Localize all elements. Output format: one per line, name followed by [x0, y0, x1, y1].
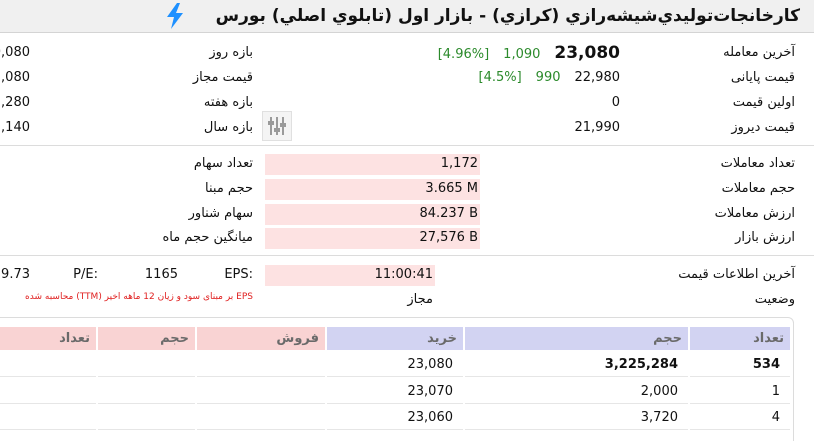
status-value: مجاز — [407, 292, 433, 307]
header-bar — [0, 0, 814, 33]
trade-label: حجم معاملات — [721, 181, 795, 196]
range-label: بازه روز — [209, 45, 253, 60]
header-cell — [98, 327, 195, 350]
range-value: 0,080 — [0, 45, 30, 60]
trade-label: تعداد معاملات — [720, 156, 795, 171]
eps-note: EPS بر مبنای سود و زیان 12 ماهه اخیر (TT… — [25, 292, 253, 302]
eps-value: 1165 — [144, 267, 178, 282]
share-label: سهام شناور — [188, 206, 253, 221]
price-label: اولین قیمت — [732, 95, 795, 110]
pe-label: P/E: — [73, 267, 98, 282]
price-value-group: [4.5%] 990 22,980 — [479, 69, 621, 87]
share-label: میانگین حجم ماه — [162, 230, 253, 245]
order-cell — [690, 405, 790, 430]
price-value-group: 21,990 — [575, 119, 621, 137]
order-header: حجم — [653, 331, 682, 346]
order-cell — [465, 405, 688, 430]
range-label: قیمت مجاز — [192, 70, 253, 85]
trade-value: 3.665 M — [425, 181, 478, 196]
order-cell — [98, 379, 195, 404]
header-cell — [327, 327, 463, 350]
order-cell — [465, 352, 688, 377]
separator — [0, 145, 814, 146]
order-value: 2,000 — [640, 384, 678, 399]
order-cell — [327, 352, 463, 377]
lightning-icon — [167, 3, 183, 29]
price-value: 23,080 — [554, 43, 620, 63]
status-value: 11:00:41 — [374, 267, 433, 282]
price-percent: [4.96%] — [437, 47, 490, 62]
order-value: 3,720 — [640, 410, 678, 425]
price-percent: [4.5%] — [478, 70, 522, 85]
header-cell — [197, 327, 325, 350]
status-label: وضعیت — [754, 292, 795, 307]
share-label: تعداد سهام — [193, 156, 253, 171]
value-cell — [265, 228, 480, 249]
price-value-group: 0 — [612, 94, 620, 112]
order-value: 3,225,284 — [604, 357, 678, 372]
order-cell — [197, 405, 325, 430]
value-cell — [265, 265, 435, 286]
order-header: خرید — [427, 331, 457, 346]
range-label: بازه سال — [203, 120, 253, 135]
status-label: آخرین اطلاعات قیمت — [678, 267, 795, 282]
order-cell — [197, 379, 325, 404]
order-header: حجم — [160, 331, 189, 346]
order-value: 23,080 — [407, 357, 454, 372]
range-label: بازه هفته — [203, 95, 253, 110]
order-cell — [690, 379, 790, 404]
header-cell — [690, 327, 790, 350]
order-cell — [0, 379, 96, 404]
order-cell — [0, 405, 96, 430]
order-cell — [327, 379, 463, 404]
page-title: كارخانجات‌توليدي‌شيشه‌رازي (كرازي) - باز… — [215, 6, 800, 26]
trade-label: ارزش بازار — [735, 230, 795, 245]
settings-icon[interactable] — [262, 111, 292, 141]
price-value-group: [4.96%] 1,090 23,080 — [438, 44, 620, 62]
price-value: 21,990 — [574, 120, 621, 135]
header-cell — [465, 327, 688, 350]
order-value: 4 — [771, 410, 780, 425]
order-book-frame — [0, 317, 794, 441]
price-label: آخرین معامله — [723, 45, 795, 60]
order-cell — [98, 405, 195, 430]
range-value: ,080 — [1, 70, 30, 85]
price-change: 1,090 — [503, 47, 541, 62]
price-value: 0 — [611, 95, 620, 110]
order-header: تعداد — [753, 331, 784, 346]
order-header: تعداد — [59, 331, 90, 346]
separator — [0, 255, 814, 256]
price-value: 22,980 — [574, 70, 621, 85]
trade-value: 27,576 B — [419, 230, 478, 245]
value-cell — [265, 179, 480, 200]
value-cell — [265, 204, 480, 225]
price-label: قیمت دیروز — [731, 120, 795, 135]
share-label: حجم مبنا — [205, 181, 253, 196]
order-cell — [465, 379, 688, 404]
range-value: ,140 — [1, 120, 30, 135]
range-value: ,280 — [1, 95, 30, 110]
price-change: 990 — [535, 70, 561, 85]
value-cell — [265, 154, 480, 175]
order-cell — [98, 352, 195, 377]
pe-value: 9.73 — [1, 267, 30, 282]
order-header: فروش — [276, 331, 319, 346]
trade-value: 1,172 — [440, 156, 478, 171]
order-value: 1 — [771, 384, 780, 399]
trade-value: 84.237 B — [419, 206, 478, 221]
trade-label: ارزش معاملات — [714, 206, 795, 221]
order-value: 23,060 — [407, 410, 454, 425]
price-label: قیمت پایانی — [730, 70, 795, 85]
order-cell — [0, 352, 96, 377]
order-cell — [327, 405, 463, 430]
order-cell — [690, 352, 790, 377]
order-cell — [197, 352, 325, 377]
eps-label: EPS: — [224, 267, 253, 282]
order-value: 534 — [752, 357, 780, 372]
header-cell — [0, 327, 96, 350]
order-value: 23,070 — [407, 384, 454, 399]
